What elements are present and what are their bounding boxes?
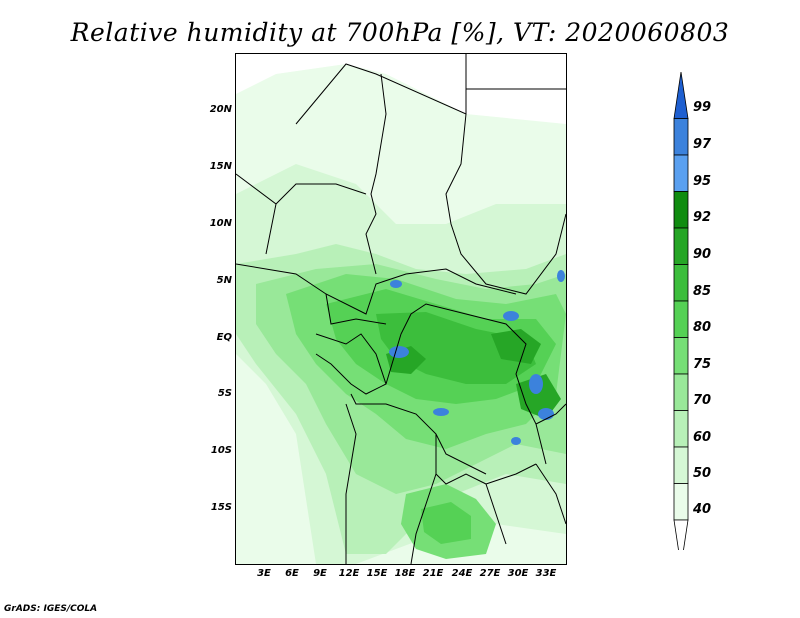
colorbar-segment (673, 264, 689, 302)
colorbar-label-95: 95 (693, 174, 712, 189)
chart-title: Relative humidity at 700hPa [%], VT: 202… (70, 18, 730, 47)
colorbar-segment (673, 227, 689, 265)
colorbar-segment (673, 483, 689, 521)
colorbar-segment (673, 519, 689, 550)
lon-label-3e: 3E (257, 568, 271, 579)
colorbar (673, 71, 689, 550)
lon-label-21e: 21E (422, 568, 444, 579)
colorbar-segment (673, 337, 689, 375)
colorbar-segment (673, 154, 689, 192)
lon-label-9e: 9E (313, 568, 327, 579)
lat-label-15n: 15N (209, 161, 232, 172)
lon-label-6e: 6E (285, 568, 299, 579)
colorbar-segment (673, 71, 689, 119)
humidity-field (236, 54, 566, 564)
lat-label-20n: 20N (209, 104, 232, 115)
colorbar-label-90: 90 (693, 247, 712, 262)
lon-label-24e: 24E (451, 568, 473, 579)
colorbar-segment (673, 410, 689, 448)
lat-label-5n: 5N (216, 275, 232, 286)
lat-label-5s: 5S (217, 388, 232, 399)
colorbar-segment (673, 300, 689, 338)
colorbar-segment (673, 373, 689, 411)
map-panel (235, 53, 567, 565)
colorbar-label-85: 85 (693, 284, 712, 299)
lon-label-30e: 30E (507, 568, 529, 579)
colorbar-label-70: 70 (693, 393, 712, 408)
lat-label-eq: EQ (216, 332, 232, 343)
lon-label-33e: 33E (535, 568, 557, 579)
colorbar-segment (673, 118, 689, 156)
colorbar-label-97: 97 (693, 137, 712, 152)
lat-label-10s: 10S (210, 445, 232, 456)
lat-label-10n: 10N (209, 218, 232, 229)
colorbar-label-92: 92 (693, 210, 712, 225)
colorbar-label-40: 40 (693, 502, 712, 517)
colorbar-segment (673, 446, 689, 484)
lon-label-18e: 18E (394, 568, 416, 579)
lon-label-27e: 27E (479, 568, 501, 579)
lon-label-12e: 12E (338, 568, 360, 579)
colorbar-label-80: 80 (693, 320, 712, 335)
colorbar-label-99: 99 (693, 100, 712, 115)
colorbar-label-50: 50 (693, 466, 712, 481)
grads-credit: GrADS: IGES/COLA (4, 604, 98, 614)
colorbar-label-60: 60 (693, 430, 712, 445)
colorbar-label-75: 75 (693, 357, 712, 372)
colorbar-segment (673, 191, 689, 229)
lat-label-15s: 15S (210, 502, 232, 513)
lon-label-15e: 15E (366, 568, 388, 579)
